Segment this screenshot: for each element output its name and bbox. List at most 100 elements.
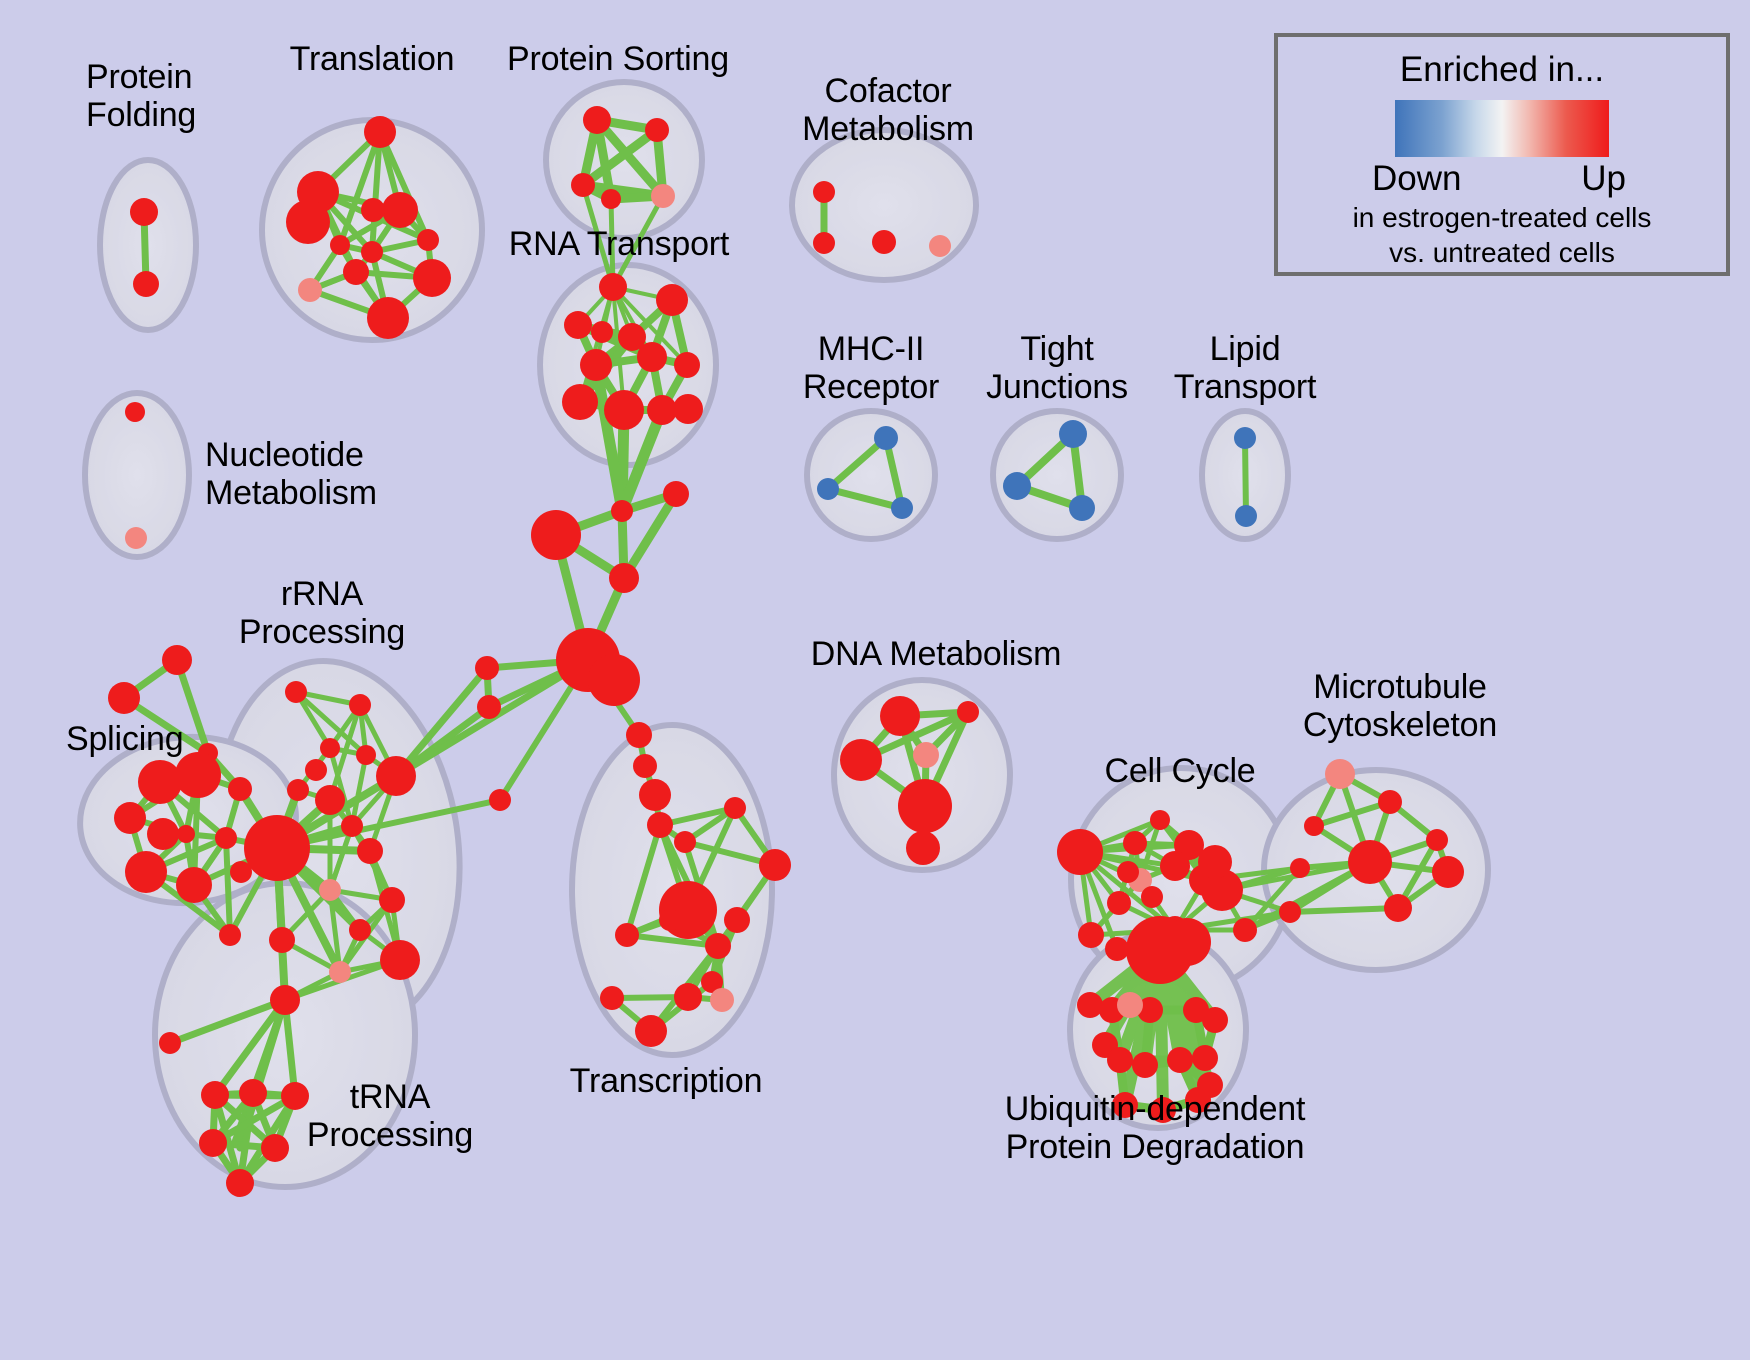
node xyxy=(618,323,646,351)
node xyxy=(880,696,920,736)
node xyxy=(724,907,750,933)
node xyxy=(724,797,746,819)
node xyxy=(1160,851,1190,881)
node xyxy=(891,497,913,519)
node xyxy=(281,1082,309,1110)
node xyxy=(108,682,140,714)
hull-mhc xyxy=(804,408,938,542)
node xyxy=(413,259,451,297)
node xyxy=(228,777,252,801)
node xyxy=(130,198,158,226)
node xyxy=(599,273,627,301)
node xyxy=(673,394,703,424)
node xyxy=(633,754,657,778)
node xyxy=(1235,505,1257,527)
node xyxy=(1290,858,1310,878)
node xyxy=(1201,869,1243,911)
node xyxy=(609,563,639,593)
cluster-label-lipid-transport: Lipid Transport xyxy=(1173,330,1317,407)
node xyxy=(176,867,212,903)
legend-endpoint-labels: Down Up xyxy=(1372,159,1632,199)
cluster-label-transcription: Transcription xyxy=(569,1062,763,1100)
node xyxy=(356,745,376,765)
node xyxy=(906,831,940,865)
node xyxy=(1378,790,1402,814)
node xyxy=(475,656,499,680)
node xyxy=(1150,810,1170,830)
node xyxy=(269,927,295,953)
node xyxy=(125,402,145,422)
cluster-label-rrna-processing: rRNA Processing xyxy=(238,575,406,652)
node xyxy=(226,1169,254,1197)
hull-dna xyxy=(831,677,1013,873)
node xyxy=(270,985,300,1015)
node xyxy=(201,1081,229,1109)
cluster-label-translation: Translation xyxy=(289,40,455,78)
node xyxy=(125,851,167,893)
node xyxy=(1078,922,1104,948)
node xyxy=(1117,992,1143,1018)
node xyxy=(1279,901,1301,923)
node xyxy=(1137,997,1163,1023)
node xyxy=(647,812,673,838)
node xyxy=(357,838,383,864)
hull-cofactor xyxy=(789,127,979,283)
node xyxy=(674,352,700,378)
node xyxy=(580,349,612,381)
node xyxy=(114,802,146,834)
node xyxy=(674,983,702,1011)
node xyxy=(813,181,835,203)
node xyxy=(175,752,221,798)
cluster-label-mhc-ii-receptor: MHC-II Receptor xyxy=(802,330,940,407)
cluster-label-tight-junctions: Tight Junctions xyxy=(986,330,1128,407)
node xyxy=(162,645,192,675)
node xyxy=(1325,759,1355,789)
cluster-label-trna-processing: tRNA Processing xyxy=(306,1078,474,1155)
node xyxy=(329,961,351,983)
node xyxy=(635,1015,667,1047)
node xyxy=(637,342,667,372)
node xyxy=(376,756,416,796)
node xyxy=(1107,891,1131,915)
node xyxy=(230,861,252,883)
node xyxy=(315,785,345,815)
legend-box: Enriched in... Down Up in estrogen-treat… xyxy=(1274,33,1730,276)
node xyxy=(244,815,310,881)
node xyxy=(219,924,241,946)
node xyxy=(813,232,835,254)
node xyxy=(626,722,652,748)
node xyxy=(287,779,309,801)
node xyxy=(651,184,675,208)
node xyxy=(367,297,409,339)
cluster-label-splicing: Splicing xyxy=(66,720,184,758)
cluster-label-nucleotide-metabolism: Nucleotide Metabolism xyxy=(205,436,377,513)
node xyxy=(611,500,633,522)
node xyxy=(261,1134,289,1162)
node xyxy=(1132,1052,1158,1078)
node xyxy=(285,681,307,703)
cluster-label-ubiquitin: Ubiquitin-dependent Protein Degradation xyxy=(1004,1090,1306,1167)
node xyxy=(319,879,341,901)
legend-title: Enriched in... xyxy=(1399,50,1605,89)
node xyxy=(913,742,939,768)
node xyxy=(701,971,723,993)
node xyxy=(1069,495,1095,521)
cluster-label-protein-folding: Protein Folding xyxy=(86,58,197,135)
node xyxy=(298,278,322,302)
node xyxy=(1117,861,1139,883)
cluster-label-rna-transport: RNA Transport xyxy=(508,225,730,263)
legend-subtitle-line2: vs. untreated cells xyxy=(1389,237,1615,269)
node xyxy=(138,760,182,804)
node xyxy=(1192,1045,1218,1071)
node xyxy=(659,909,681,931)
cluster-label-cofactor-metabolism: Cofactor Metabolism xyxy=(802,72,974,149)
node xyxy=(1059,420,1087,448)
node xyxy=(320,738,340,758)
node xyxy=(656,284,688,316)
node xyxy=(1198,845,1232,879)
node xyxy=(1107,1047,1133,1073)
node xyxy=(1105,937,1129,961)
legend-high-label: Up xyxy=(1581,159,1626,198)
